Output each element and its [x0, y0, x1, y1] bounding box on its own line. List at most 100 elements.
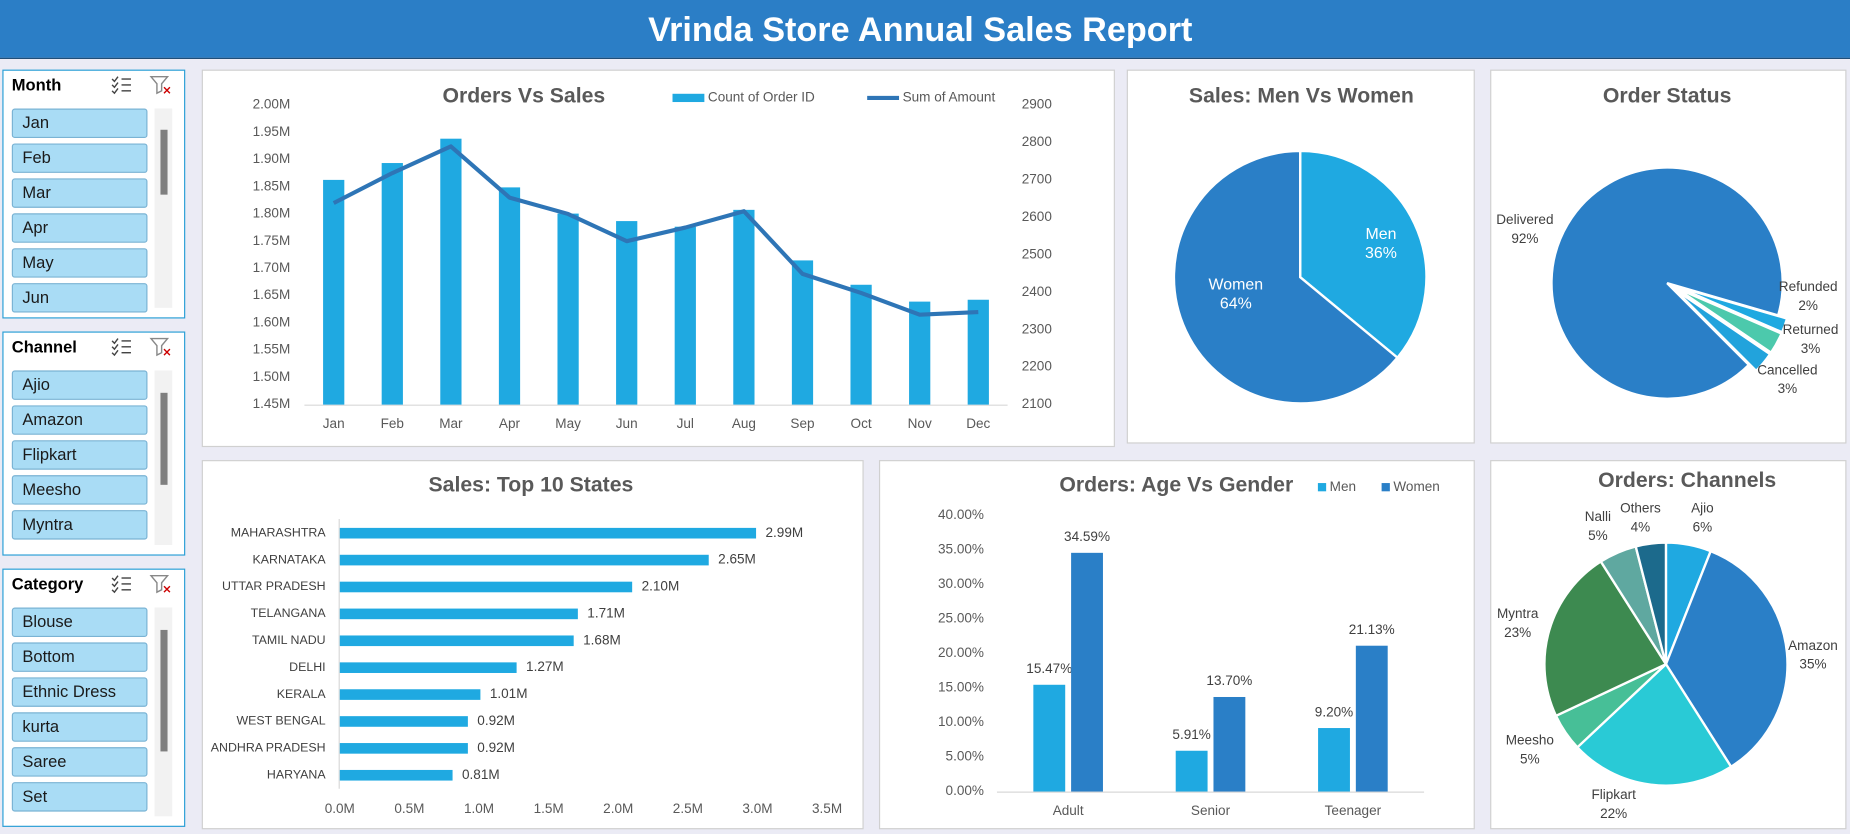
slicer-item[interactable]: Jan [11, 108, 148, 139]
slicer-item-box[interactable] [11, 405, 148, 435]
x-tick-label: 2.0M [603, 801, 633, 816]
slicer-item-label[interactable]: Myntra [22, 516, 73, 534]
y-tick-label: 1.70M [253, 260, 291, 275]
pie-category-label: Men [1366, 226, 1397, 243]
slicer-item-label[interactable]: Feb [22, 149, 50, 167]
scroll-thumb[interactable] [160, 629, 168, 752]
slicer-item-box[interactable] [11, 248, 148, 278]
scroll-track [154, 108, 173, 308]
data-label: 21.13% [1349, 622, 1395, 637]
multi-select-button[interactable] [111, 76, 131, 95]
slicer-item[interactable]: Feb [11, 143, 148, 173]
slicer-item-label[interactable]: Saree [22, 753, 66, 771]
icon-check [111, 88, 119, 95]
slicer-item[interactable]: Apr [11, 213, 148, 243]
data-label: 2.65M [718, 552, 756, 567]
y2-tick-label: 2200 [1022, 359, 1052, 374]
pie-category-label: Cancelled [1757, 362, 1817, 377]
y-tick-label: UTTAR PRADESH [222, 579, 326, 593]
legend-swatch [1317, 483, 1327, 492]
slicer-item[interactable]: Ethnic Dress [11, 677, 148, 707]
slicer-item[interactable]: Ajio [11, 370, 148, 400]
slicer-item-label[interactable]: Apr [22, 219, 48, 237]
slicer-item[interactable]: Blouse [11, 607, 148, 638]
slicer-item-label[interactable]: Ajio [22, 376, 50, 394]
slicer-item-label[interactable]: Ethnic Dress [22, 683, 116, 701]
data-label: 34.59% [1064, 529, 1110, 544]
y-tick-label: TAMIL NADU [252, 633, 326, 647]
bar [440, 138, 462, 405]
slicer-item-box[interactable] [11, 440, 148, 470]
x-tick-label: Senior [1191, 803, 1231, 818]
bar [339, 608, 578, 620]
legend-label: Sum of Amount [903, 89, 996, 104]
bar [1175, 750, 1208, 792]
pie-slice [1674, 286, 1784, 355]
chart-panel [201, 69, 1115, 448]
slicer-item[interactable]: Myntra [11, 510, 148, 540]
legend-label: Count of Order ID [708, 89, 815, 104]
legend-label: Men [1330, 479, 1356, 494]
pie-value-label: 92% [1511, 231, 1538, 246]
slicer-item-box[interactable] [11, 510, 148, 540]
slicer-item-box[interactable] [11, 747, 148, 777]
slicer-item[interactable]: May [11, 248, 148, 278]
slicer-item-label[interactable]: Flipkart [22, 446, 77, 464]
multi-select-button[interactable] [111, 338, 131, 357]
slicer-item-label[interactable]: Blouse [22, 613, 72, 631]
slicer-item[interactable]: Flipkart [11, 440, 148, 470]
data-label: 1.68M [583, 632, 621, 647]
chart-title: Sales: Top 10 States [429, 474, 634, 497]
slicer-item-box[interactable] [11, 642, 148, 672]
clear-filter-button[interactable] [149, 574, 171, 594]
y2-tick-label: 2600 [1022, 209, 1052, 224]
slicer-item-box[interactable] [11, 782, 148, 812]
slicer-item-label[interactable]: Bottom [22, 648, 74, 666]
slicer-item[interactable]: Amazon [11, 405, 148, 435]
x-tick-label: Jun [616, 416, 638, 431]
icon-check [111, 587, 119, 594]
y2-tick-label: 2300 [1022, 321, 1052, 336]
pie-slice [1543, 559, 1668, 718]
slicer-item-label[interactable]: Meesho [22, 481, 81, 499]
slicer-item[interactable]: Mar [11, 178, 148, 208]
x-tick-label: Jan [323, 416, 345, 431]
y-tick-label: MAHARASHTRA [231, 525, 327, 539]
slicer-item-box[interactable] [11, 283, 148, 313]
chart-title: Orders: Channels [1598, 469, 1776, 492]
y-tick-label: 40.00% [938, 507, 984, 522]
clear-filter-button[interactable] [149, 337, 171, 357]
pie-category-label: Nalli [1585, 509, 1611, 524]
slicer-item-box[interactable] [11, 475, 148, 505]
slicer-item-box[interactable] [11, 677, 148, 707]
x-tick-label: 1.0M [464, 801, 494, 816]
slicer-item-box[interactable] [11, 178, 148, 208]
slicer-item-box[interactable] [11, 213, 148, 243]
slicer-item-label[interactable]: Jun [22, 289, 49, 307]
slicer-item-label[interactable]: Amazon [22, 411, 83, 429]
slicer-item-box[interactable] [11, 143, 148, 173]
slicer-item-label[interactable]: Jan [22, 114, 49, 132]
pie-slice [1575, 662, 1733, 787]
slicer-item-label[interactable]: May [22, 254, 54, 272]
slicer-item-label[interactable]: Mar [22, 184, 51, 202]
slicer-item-label[interactable]: Set [22, 788, 47, 806]
slicer-item[interactable]: Saree [11, 747, 148, 777]
multi-select-button[interactable] [111, 575, 131, 594]
slicer-item[interactable]: kurta [11, 712, 148, 742]
slicer-item-box[interactable] [11, 370, 148, 400]
slicer-item-box[interactable] [11, 712, 148, 742]
clear-filter-button[interactable] [149, 75, 171, 95]
slicer-item-label[interactable]: kurta [22, 718, 60, 736]
slicer-item-box[interactable] [11, 108, 148, 139]
scroll-thumb[interactable] [160, 392, 168, 485]
legend-swatch [1381, 483, 1390, 492]
scroll-thumb[interactable] [160, 129, 168, 195]
slicer-items: Jan Feb Mar Apr May Jun [11, 108, 148, 313]
slicer-item-box[interactable] [11, 607, 148, 638]
slicer-item[interactable]: Jun [11, 283, 148, 313]
slicer-item[interactable]: Bottom [11, 642, 148, 672]
slicer-item[interactable]: Meesho [11, 475, 148, 505]
slicer-item[interactable]: Set [11, 782, 148, 812]
